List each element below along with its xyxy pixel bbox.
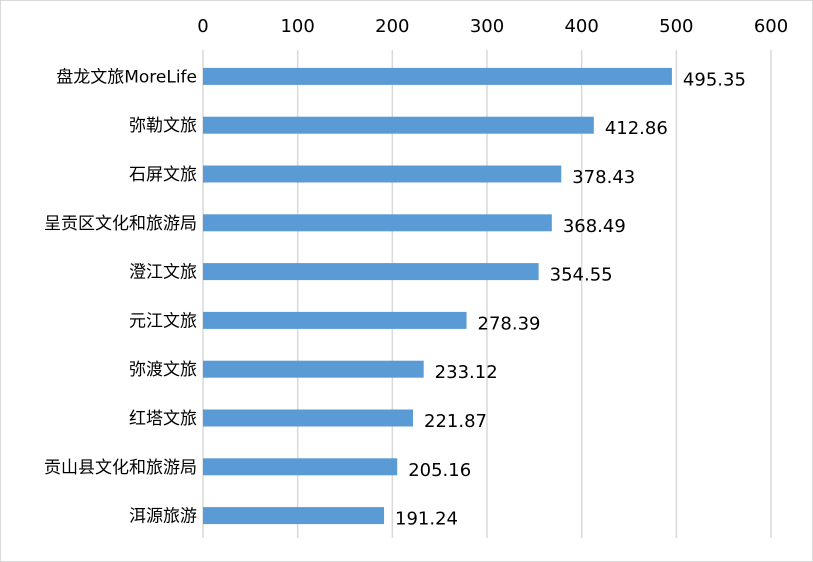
data-label-2: 412.86	[605, 118, 668, 139]
data-label-9: 205.16	[408, 460, 471, 481]
x-tick-label-100: 100	[280, 16, 314, 37]
value-axis: 0 100 200 300 400 500 600	[197, 16, 788, 37]
category-label-7: 弥渡文旅	[129, 360, 197, 380]
bar-4	[203, 214, 552, 232]
bar-5	[203, 263, 539, 281]
data-label-7: 233.12	[435, 362, 498, 383]
data-label-5: 354.55	[550, 265, 613, 286]
category-label-5: 澄江文旅	[129, 263, 197, 283]
category-label-9: 贡山县文化和旅游局	[44, 458, 197, 478]
x-tick-label-0: 0	[197, 16, 208, 37]
category-axis: 盘龙文旅MoreLife 弥勒文旅石屏文旅呈贡区文化和旅游局澄江文旅元江文旅弥渡文…	[44, 67, 197, 526]
category-label-6: 元江文旅	[129, 311, 197, 331]
category-label-8: 红塔文旅	[129, 409, 197, 429]
data-label-10: 191.24	[395, 509, 458, 530]
data-label-6: 278.39	[478, 313, 541, 334]
x-tick-label-200: 200	[375, 16, 409, 37]
data-label-1: 495.35	[683, 69, 746, 90]
data-label-4: 368.49	[563, 216, 626, 237]
bar-2	[203, 116, 594, 134]
x-tick-label-400: 400	[564, 16, 598, 37]
bar-8	[203, 409, 414, 427]
category-label-10: 洱源旅游	[129, 507, 197, 527]
category-label-2: 弥勒文旅	[129, 116, 197, 136]
bar-9	[203, 458, 398, 476]
bar-7	[203, 360, 424, 378]
bar-3	[203, 165, 562, 183]
category-label-4: 呈贡区文化和旅游局	[44, 214, 197, 234]
data-label-8: 221.87	[424, 411, 487, 432]
x-tick-label-600: 600	[754, 16, 788, 37]
bars	[203, 67, 672, 525]
bar-6	[203, 311, 467, 329]
x-tick-label-300: 300	[470, 16, 504, 37]
bar-1	[203, 67, 672, 85]
category-label-3: 石屏文旅	[129, 165, 197, 185]
data-labels: 495.35 412.86 378.43 368.49 354.55 278.39 233.…	[395, 69, 746, 529]
data-label-3: 378.43	[572, 167, 635, 188]
category-label-1: 盘龙文旅MoreLife	[56, 67, 197, 87]
x-tick-label-500: 500	[659, 16, 693, 37]
bar-10	[203, 507, 385, 525]
